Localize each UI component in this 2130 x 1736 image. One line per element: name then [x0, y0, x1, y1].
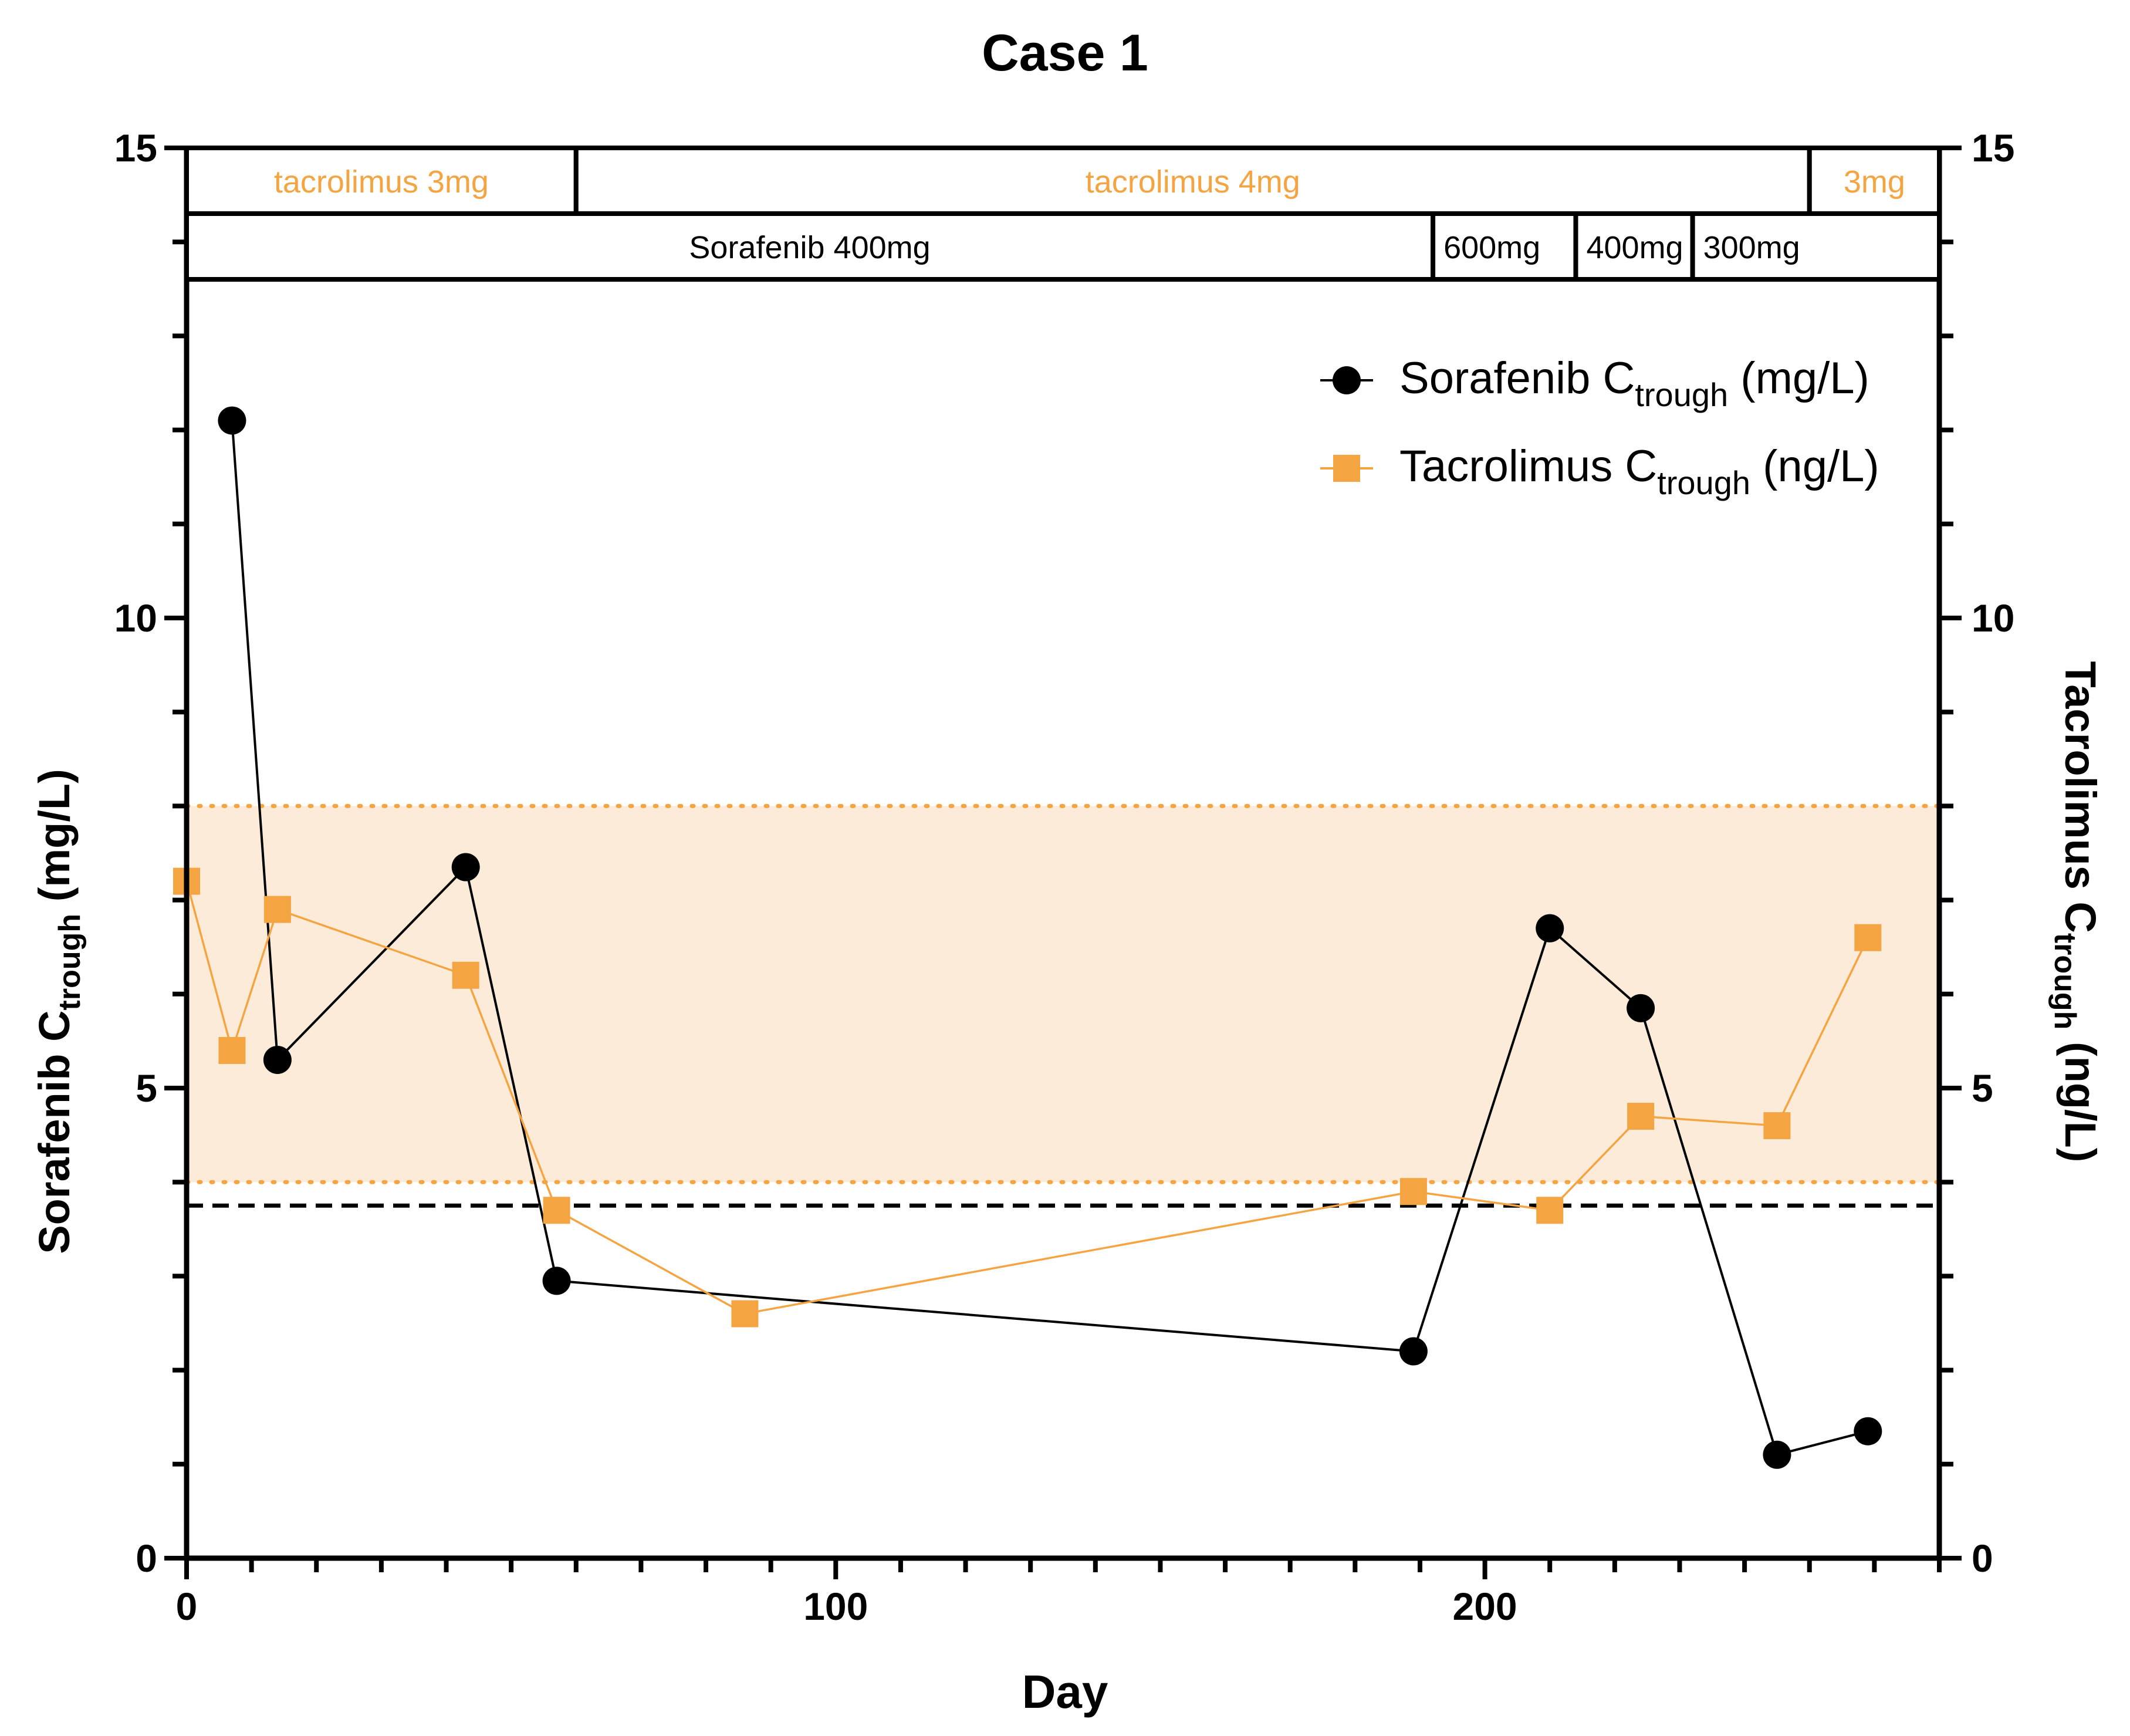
- dose-segment-1-1: [1431, 211, 1578, 282]
- legend: Sorafenib Ctrough (mg/L)Tacrolimus Ctrou…: [1320, 353, 1879, 501]
- data-point-tacrolimus: [543, 1197, 570, 1224]
- legend-subscript: trough: [1657, 464, 1750, 501]
- dose-band-layer: tacrolimus 3mg tacrolimus 4mg 3mg Sorafenib…: [184, 146, 1942, 282]
- data-point-sorafenib: [218, 406, 246, 435]
- data-point-sorafenib: [1399, 1337, 1428, 1366]
- y-axis-left-label-subscript: trough: [53, 914, 87, 1011]
- y-right-tick-label: 5: [1972, 1066, 1993, 1110]
- legend-label-tacrolimus: Tacrolimus Ctrough (ng/L): [1399, 441, 1879, 501]
- y-axis-right-label-main: Tacrolimus C: [2056, 661, 2105, 933]
- y-axis-left-label-main: Sorafenib C: [30, 1010, 79, 1254]
- y-axis-right-label-subscript: trough: [2048, 933, 2082, 1030]
- x-tick-label: 0: [176, 1585, 198, 1628]
- data-point-tacrolimus: [1627, 1103, 1655, 1130]
- y-left-tick-label: 0: [136, 1536, 157, 1580]
- data-point-sorafenib: [1627, 994, 1655, 1022]
- dose-segment-label: tacrolimus 3mg: [274, 164, 489, 200]
- data-point-sorafenib: [542, 1266, 571, 1295]
- data-point-sorafenib: [1536, 914, 1564, 943]
- dose-segment-label: 300mg: [1703, 230, 1800, 265]
- data-point-tacrolimus: [731, 1300, 759, 1328]
- legend-label-sorafenib: Sorafenib Ctrough (mg/L): [1399, 353, 1869, 413]
- x-axis-label: Day: [1022, 1666, 1108, 1718]
- y-axis-left-label-units: (mg/L): [30, 769, 79, 914]
- x-tick-label: 200: [1453, 1585, 1517, 1628]
- data-point-sorafenib: [1854, 1417, 1882, 1445]
- y-left-tick-label: 15: [114, 126, 157, 170]
- legend-units: (mg/L): [1728, 353, 1869, 403]
- y-axis-left-label: Sorafenib Ctrough (mg/L): [30, 769, 87, 1254]
- legend-marker-tacrolimus: [1333, 455, 1360, 482]
- legend-marker-sorafenib: [1333, 366, 1361, 394]
- data-point-sorafenib: [1763, 1440, 1791, 1469]
- data-point-sorafenib: [263, 1045, 292, 1074]
- y-axis-right-label-text: Tacrolimus Ctrough (ng/L): [2048, 661, 2105, 1163]
- dose-segment-label: 3mg: [1844, 164, 1905, 200]
- y-right-tick-label: 0: [1972, 1536, 1993, 1580]
- legend-main: Sorafenib C: [1399, 353, 1635, 403]
- data-point-tacrolimus: [263, 896, 291, 923]
- data-point-tacrolimus: [452, 961, 479, 989]
- text-layer: Case 1 Day 0 100 200 0 5 10 15 0 5 10 15 Sorafenib …: [30, 23, 2105, 1718]
- dose-segment-label: 600mg: [1443, 230, 1540, 265]
- legend-main: Tacrolimus C: [1399, 441, 1657, 491]
- dose-segment-1-3: [1690, 211, 1942, 282]
- y-left-tick-label: 5: [136, 1066, 157, 1110]
- dose-segment-label: tacrolimus 4mg: [1086, 164, 1300, 200]
- data-point-tacrolimus: [218, 1036, 246, 1064]
- legend-units: (ng/L): [1750, 441, 1879, 491]
- x-tick-label: 100: [803, 1585, 868, 1628]
- data-point-tacrolimus: [1763, 1112, 1791, 1140]
- dose-segment-label: 400mg: [1586, 230, 1683, 265]
- dose-segment-0-2: [1807, 146, 1942, 216]
- y-axis-right-label-units: (ng/L): [2056, 1029, 2105, 1162]
- data-point-tacrolimus: [1854, 924, 1882, 951]
- y-left-tick-label: 10: [114, 596, 157, 640]
- dose-segment-label: Sorafenib 400mg: [689, 230, 930, 265]
- chart-title: Case 1: [982, 23, 1148, 82]
- dose-segment-0-0: [184, 146, 579, 216]
- y-axis-right-label: Tacrolimus Ctrough (ng/L): [2048, 661, 2105, 1163]
- data-point-tacrolimus: [1536, 1197, 1564, 1224]
- axes-layer: [164, 146, 1962, 1579]
- legend-subscript: trough: [1635, 376, 1728, 413]
- data-point-tacrolimus: [1399, 1178, 1427, 1205]
- y-right-tick-label: 10: [1972, 596, 2014, 640]
- data-point-sorafenib: [451, 853, 480, 881]
- y-right-tick-label: 15: [1972, 126, 2014, 170]
- y-axis-left-label-text: Sorafenib Ctrough (mg/L): [30, 769, 87, 1254]
